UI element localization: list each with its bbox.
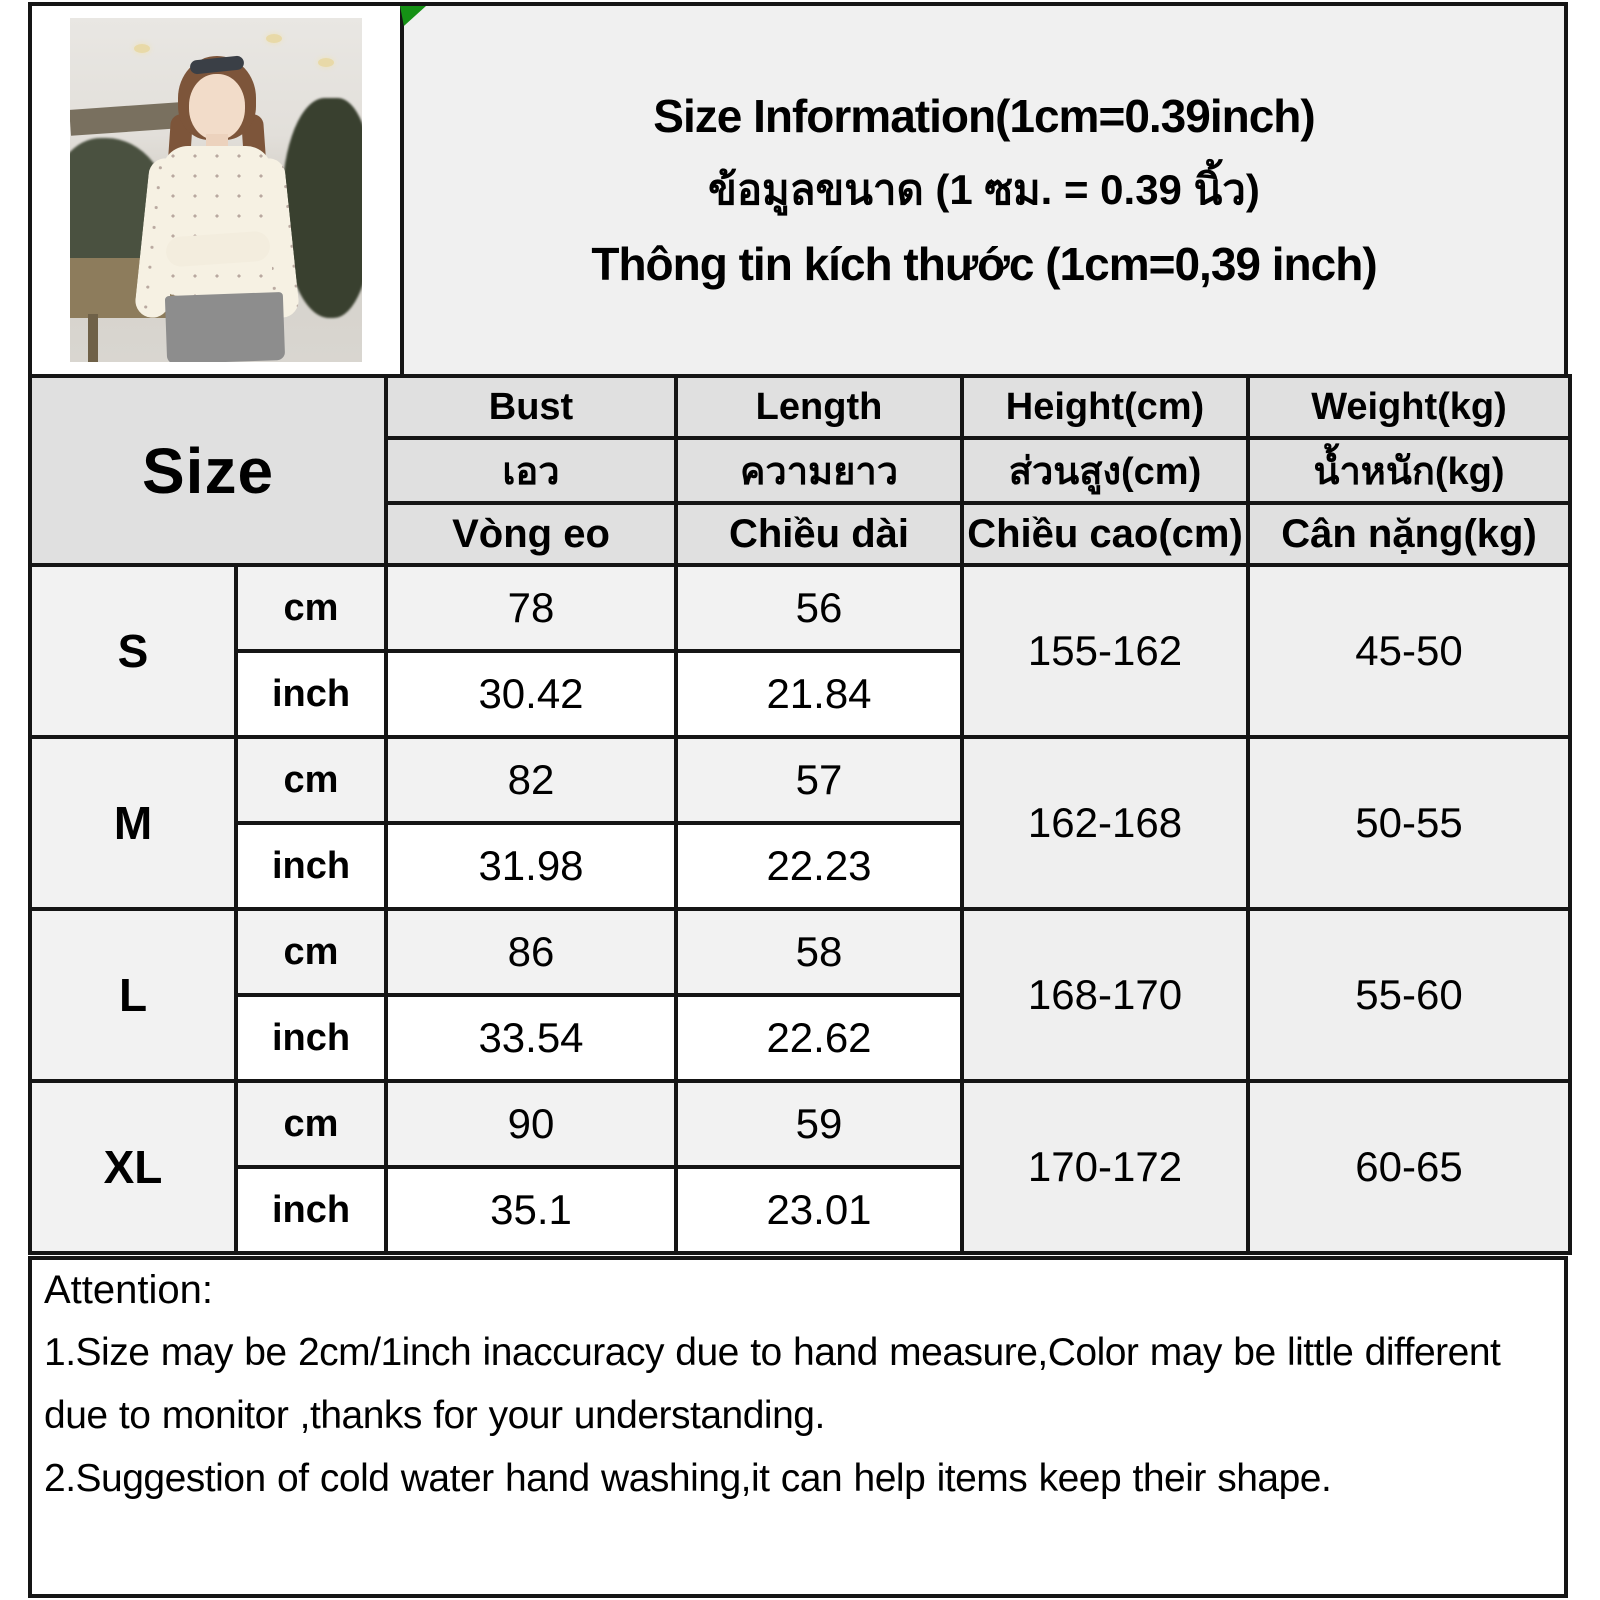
unit-label-inch: inch xyxy=(234,821,388,911)
background-table-leg xyxy=(88,314,98,362)
attention-heading: Attention: xyxy=(44,1268,214,1312)
unit-label-inch: inch xyxy=(234,1165,388,1255)
size-cell-s: S xyxy=(28,563,238,739)
length-cm-value: 59 xyxy=(674,1079,964,1169)
ceiling-light xyxy=(266,34,282,43)
length-cm-value: 56 xyxy=(674,563,964,653)
table-row: inch 35.1 23.01 xyxy=(30,1165,1570,1255)
size-cell-l: L xyxy=(28,907,238,1083)
size-table: Size Bust Length Height(cm) Weight(kg) เ… xyxy=(28,374,1572,1255)
model-sweater xyxy=(162,146,272,296)
length-inch-value: 21.84 xyxy=(674,649,964,739)
product-photo xyxy=(70,18,362,362)
table-row: inch 30.42 21.84 xyxy=(30,649,1570,739)
col-header-height-th: ส่วนสูง(cm) xyxy=(960,436,1250,505)
table-row: inch 31.98 22.23 xyxy=(30,821,1570,911)
title-block: Size Information(1cm=0.39inch) ข้อมูลขนา… xyxy=(404,6,1564,374)
bust-cm-value: 78 xyxy=(384,563,678,653)
unit-label-cm: cm xyxy=(234,1079,388,1169)
col-header-height-en: Height(cm) xyxy=(960,374,1250,440)
unit-label-cm: cm xyxy=(234,563,388,653)
unit-label-cm: cm xyxy=(234,735,388,825)
col-header-height-vi: Chiều cao(cm) xyxy=(960,501,1250,567)
col-header-length-en: Length xyxy=(674,374,964,440)
unit-label-cm: cm xyxy=(234,907,388,997)
length-inch-value: 23.01 xyxy=(674,1165,964,1255)
background-shelf xyxy=(70,102,181,136)
attention-note-1: 1.Size may be 2cm/1inch inaccuracy due t… xyxy=(44,1331,1501,1438)
table-row: S cm 78 56 155-162 45-50 xyxy=(28,563,1572,739)
product-photo-cell xyxy=(32,6,404,374)
ceiling-light xyxy=(134,44,150,53)
bust-cm-value: 90 xyxy=(384,1079,678,1169)
bust-inch-value: 35.1 xyxy=(384,1165,678,1255)
table-row: L cm 86 58 168-170 55-60 xyxy=(28,907,1572,1083)
length-cm-value: 57 xyxy=(674,735,964,825)
col-header-bust-th: เอว xyxy=(384,436,678,505)
weight-range: 45-50 xyxy=(1246,563,1572,739)
size-corner-cell: Size xyxy=(28,374,388,567)
col-header-weight-vi: Cân nặng(kg) xyxy=(1246,501,1572,567)
weight-range: 60-65 xyxy=(1246,1079,1572,1255)
length-inch-value: 22.62 xyxy=(674,993,964,1083)
height-range: 155-162 xyxy=(960,563,1250,739)
col-header-weight-en: Weight(kg) xyxy=(1246,374,1572,440)
unit-label-inch: inch xyxy=(234,649,388,739)
col-header-bust-vi: Vòng eo xyxy=(384,501,678,567)
length-cm-value: 58 xyxy=(674,907,964,997)
attention-note-2: 2.Suggestion of cold water hand washing,… xyxy=(44,1457,1332,1501)
size-chart-sheet: Size Information(1cm=0.39inch) ข้อมูลขนา… xyxy=(28,2,1572,1598)
model-face xyxy=(189,74,245,140)
bust-inch-value: 30.42 xyxy=(384,649,678,739)
table-row: M cm 82 57 162-168 50-55 xyxy=(28,735,1572,911)
size-cell-m: M xyxy=(28,735,238,911)
height-range: 170-172 xyxy=(960,1079,1250,1255)
model-skirt xyxy=(164,291,286,362)
length-inch-value: 22.23 xyxy=(674,821,964,911)
height-range: 162-168 xyxy=(960,735,1250,911)
col-header-bust-en: Bust xyxy=(384,374,678,440)
ceiling-light xyxy=(318,58,334,67)
unit-label-inch: inch xyxy=(234,993,388,1083)
size-cell-xl: XL xyxy=(28,1079,238,1255)
weight-range: 50-55 xyxy=(1246,735,1572,911)
col-header-length-vi: Chiều dài xyxy=(674,501,964,567)
title-vietnamese: Thông tin kích thước (1cm=0,39 inch) xyxy=(591,238,1377,290)
bust-cm-value: 82 xyxy=(384,735,678,825)
bust-inch-value: 33.54 xyxy=(384,993,678,1083)
height-range: 168-170 xyxy=(960,907,1250,1083)
col-header-length-th: ความยาว xyxy=(674,436,964,505)
table-row: inch 33.54 22.62 xyxy=(30,993,1570,1083)
title-thai: ข้อมูลขนาด (1 ซม. = 0.39 นิ้ว) xyxy=(708,166,1260,213)
title-english: Size Information(1cm=0.39inch) xyxy=(653,90,1315,142)
col-header-weight-th: น้ำหนัก(kg) xyxy=(1246,436,1572,505)
weight-range: 55-60 xyxy=(1246,907,1572,1083)
header-section: Size Information(1cm=0.39inch) ข้อมูลขนา… xyxy=(28,2,1568,378)
bust-inch-value: 31.98 xyxy=(384,821,678,911)
table-row: XL cm 90 59 170-172 60-65 xyxy=(28,1079,1572,1255)
bust-cm-value: 86 xyxy=(384,907,678,997)
attention-section: Attention: 1.Size may be 2cm/1inch inacc… xyxy=(28,1256,1568,1598)
